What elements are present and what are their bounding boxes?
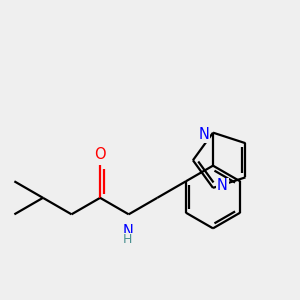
Text: N: N <box>198 127 209 142</box>
Text: N: N <box>122 224 133 239</box>
Text: N: N <box>217 178 228 194</box>
Text: H: H <box>123 233 132 246</box>
Text: O: O <box>94 147 106 162</box>
